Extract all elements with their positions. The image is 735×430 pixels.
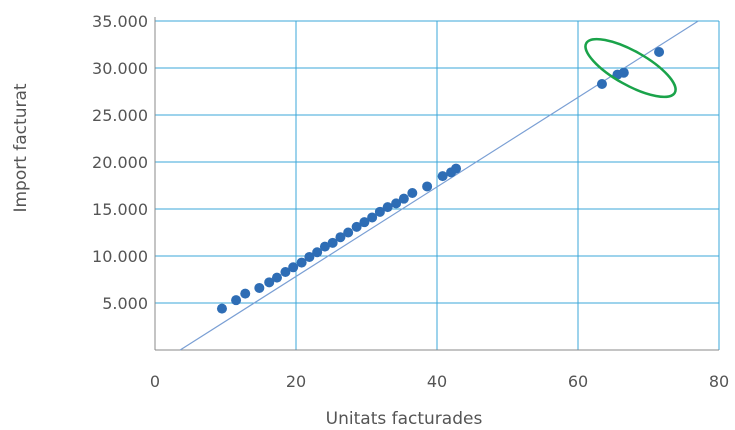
data-point bbox=[351, 221, 362, 232]
y-tick-label: 25.000 bbox=[92, 106, 148, 125]
x-tick-labels: 0 20 40 60 80 bbox=[150, 372, 729, 391]
data-point bbox=[312, 247, 323, 258]
data-point bbox=[216, 303, 227, 314]
data-point bbox=[437, 171, 448, 182]
x-tick-label: 20 bbox=[286, 372, 306, 391]
data-point bbox=[264, 277, 275, 288]
y-tick-label: 20.000 bbox=[92, 153, 148, 172]
data-point bbox=[327, 237, 338, 248]
y-tick-labels: 5.000 10.000 15.000 20.000 25.000 30.000 35.00… bbox=[92, 12, 148, 313]
y-axis-title: Import facturat bbox=[11, 83, 31, 212]
data-point bbox=[343, 227, 354, 238]
data-point bbox=[654, 47, 665, 58]
data-point bbox=[422, 181, 433, 192]
x-axis-title: Unitats facturades bbox=[326, 409, 483, 429]
y-tick-label: 35.000 bbox=[92, 12, 148, 31]
y-tick-label: 10.000 bbox=[92, 247, 148, 266]
data-point bbox=[398, 193, 409, 204]
data-point bbox=[618, 67, 629, 78]
x-tick-label: 0 bbox=[150, 372, 160, 391]
data-point bbox=[335, 232, 346, 243]
data-point bbox=[254, 282, 265, 293]
data-point bbox=[304, 251, 315, 262]
data-point bbox=[240, 288, 251, 299]
data-point bbox=[288, 262, 299, 273]
data-point bbox=[382, 202, 393, 213]
data-points bbox=[216, 47, 665, 314]
x-tick-label: 40 bbox=[427, 372, 447, 391]
gridlines bbox=[155, 20, 720, 350]
y-tick-label: 30.000 bbox=[92, 59, 148, 78]
data-point bbox=[407, 188, 418, 199]
highlight-ellipse bbox=[584, 37, 677, 99]
highlight-group bbox=[584, 37, 677, 99]
data-point bbox=[367, 212, 378, 223]
data-point bbox=[280, 266, 291, 277]
y-tick-label: 5.000 bbox=[102, 294, 148, 313]
data-point bbox=[319, 241, 330, 252]
data-point bbox=[391, 198, 402, 209]
data-point bbox=[451, 163, 462, 174]
axes bbox=[154, 17, 719, 351]
x-tick-label: 80 bbox=[709, 372, 729, 391]
data-point bbox=[359, 217, 370, 228]
y-tick-label: 15.000 bbox=[92, 200, 148, 219]
data-point bbox=[231, 295, 242, 306]
x-tick-label: 60 bbox=[568, 372, 588, 391]
data-point bbox=[296, 257, 307, 268]
data-point bbox=[596, 78, 607, 89]
data-point bbox=[374, 206, 385, 217]
data-point bbox=[271, 272, 282, 283]
